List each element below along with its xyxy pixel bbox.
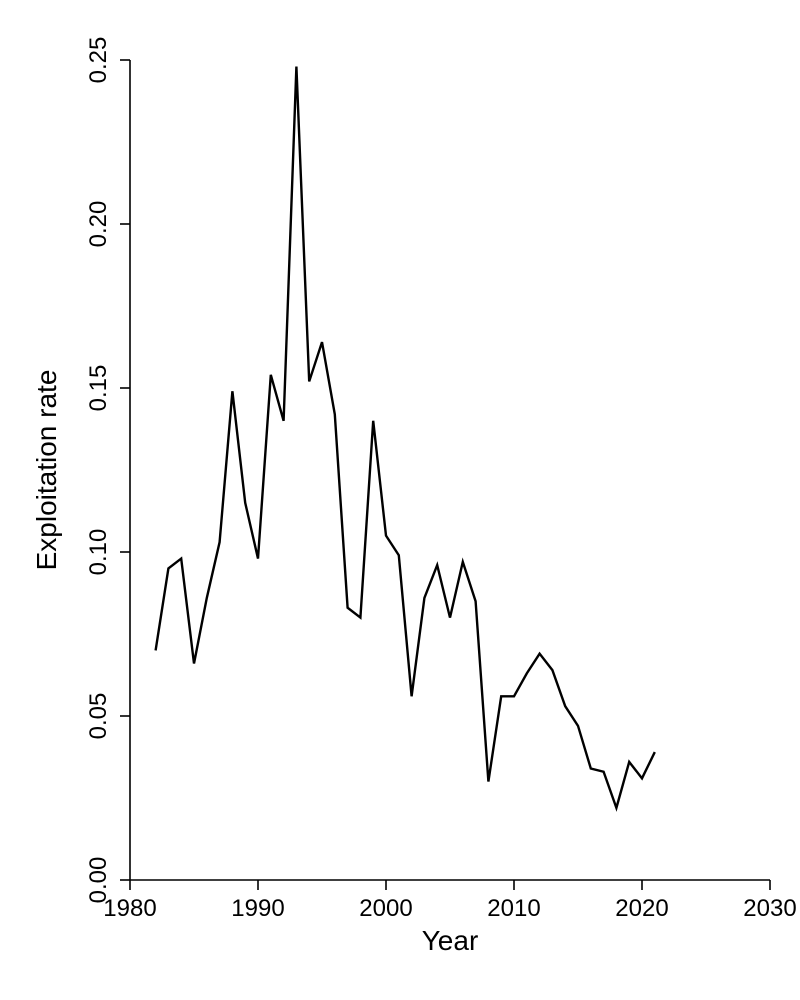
y-tick-label: 0.05 bbox=[85, 693, 112, 740]
chart-background bbox=[0, 0, 800, 1000]
x-tick-label: 1990 bbox=[231, 895, 284, 922]
y-tick-label: 0.10 bbox=[85, 529, 112, 576]
x-tick-label: 2010 bbox=[487, 895, 540, 922]
x-tick-label: 2030 bbox=[743, 895, 796, 922]
x-axis-label: Year bbox=[422, 925, 479, 956]
x-tick-label: 2000 bbox=[359, 895, 412, 922]
y-tick-label: 0.15 bbox=[85, 365, 112, 412]
y-tick-label: 0.20 bbox=[85, 201, 112, 248]
y-tick-label: 0.25 bbox=[85, 37, 112, 84]
y-axis-label: Exploitation rate bbox=[31, 370, 62, 571]
exploitation-rate-line-chart: 198019902000201020202030 0.000.050.100.1… bbox=[0, 0, 800, 1000]
y-tick-label: 0.00 bbox=[85, 857, 112, 904]
x-tick-label: 2020 bbox=[615, 895, 668, 922]
